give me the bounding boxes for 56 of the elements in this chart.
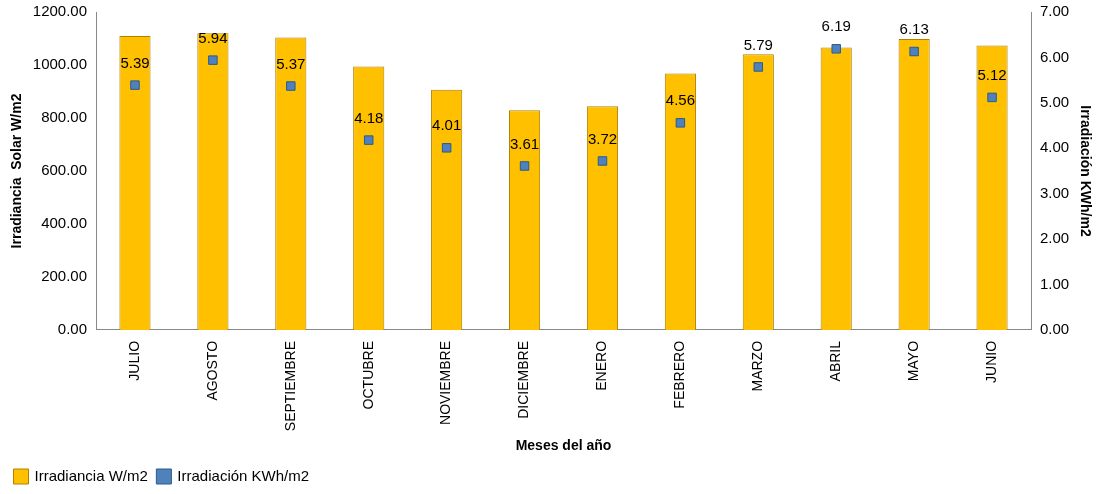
data-label: 5.12 — [977, 66, 1007, 84]
y-axis-title: Irradiancia Solar W/m2 — [8, 93, 25, 249]
y2-tick-label: 3.00 — [1040, 183, 1070, 201]
data-label: 4.01 — [432, 116, 462, 134]
y2-tick-label: 2.00 — [1040, 229, 1070, 247]
point — [909, 46, 919, 57]
y2-tick-label: 7.00 — [1040, 2, 1070, 20]
x-tick-label: NOVIEMBRE — [437, 340, 454, 425]
x-tick-label: OCTUBRE — [359, 340, 376, 410]
point — [831, 44, 841, 54]
y-tick-label: 200.00 — [41, 267, 88, 285]
x-tick-label: AGOSTO — [203, 340, 220, 401]
x-tick-label: MAYO — [904, 340, 921, 382]
point — [130, 80, 140, 90]
y-tick-label: 1000.00 — [32, 55, 88, 73]
legend-label: Irradiación KWh/m2 — [177, 466, 310, 484]
x-tick-label: JUNIO — [982, 340, 999, 383]
data-label: 6.13 — [899, 20, 929, 38]
x-tick-label: ABRIL — [827, 340, 844, 382]
data-label: 5.39 — [120, 53, 150, 71]
y2-tick-label: 5.00 — [1040, 92, 1070, 110]
data-label: 3.72 — [587, 129, 618, 147]
point — [675, 118, 686, 128]
y-tick-label: 1200.00 — [32, 2, 88, 20]
point — [597, 156, 608, 166]
point — [441, 143, 452, 153]
data-label: 4.56 — [665, 91, 695, 109]
x-tick-label: FEBRERO — [671, 340, 688, 409]
x-tick-label: ENERO — [593, 340, 610, 391]
x-tick-label: MARZO — [749, 340, 766, 392]
y2-axis-title: Irradiación KWh/m2 — [1077, 105, 1094, 237]
point — [286, 81, 296, 91]
y2-tick-label: 0.00 — [1040, 320, 1070, 338]
x-axis-title: Meses del año — [515, 437, 612, 454]
x-tick-label: DICIEMBRE — [515, 340, 532, 419]
data-label: 6.19 — [821, 17, 851, 35]
data-label: 5.37 — [276, 54, 306, 72]
legend-label: Irradiancia W/m2 — [34, 466, 148, 484]
point — [753, 62, 764, 72]
point — [987, 92, 997, 103]
y2-tick-label: 6.00 — [1040, 47, 1070, 65]
data-label: 3.61 — [509, 134, 540, 152]
data-label: 5.94 — [198, 28, 228, 46]
y-tick-label: 600.00 — [41, 161, 88, 179]
y-tick-label: 400.00 — [41, 214, 88, 232]
point — [363, 135, 374, 145]
y-tick-label: 0.00 — [57, 320, 88, 338]
x-tick-label: JULIO — [125, 340, 142, 381]
y2-tick-label: 1.00 — [1040, 274, 1070, 292]
x-tick-label: SEPTIEMBRE — [281, 340, 298, 432]
y-tick-label: 800.00 — [41, 108, 88, 126]
point — [519, 161, 530, 171]
data-label: 4.18 — [354, 108, 384, 126]
data-label: 5.79 — [743, 35, 773, 53]
y2-tick-label: 4.00 — [1040, 138, 1070, 156]
point — [208, 55, 218, 65]
